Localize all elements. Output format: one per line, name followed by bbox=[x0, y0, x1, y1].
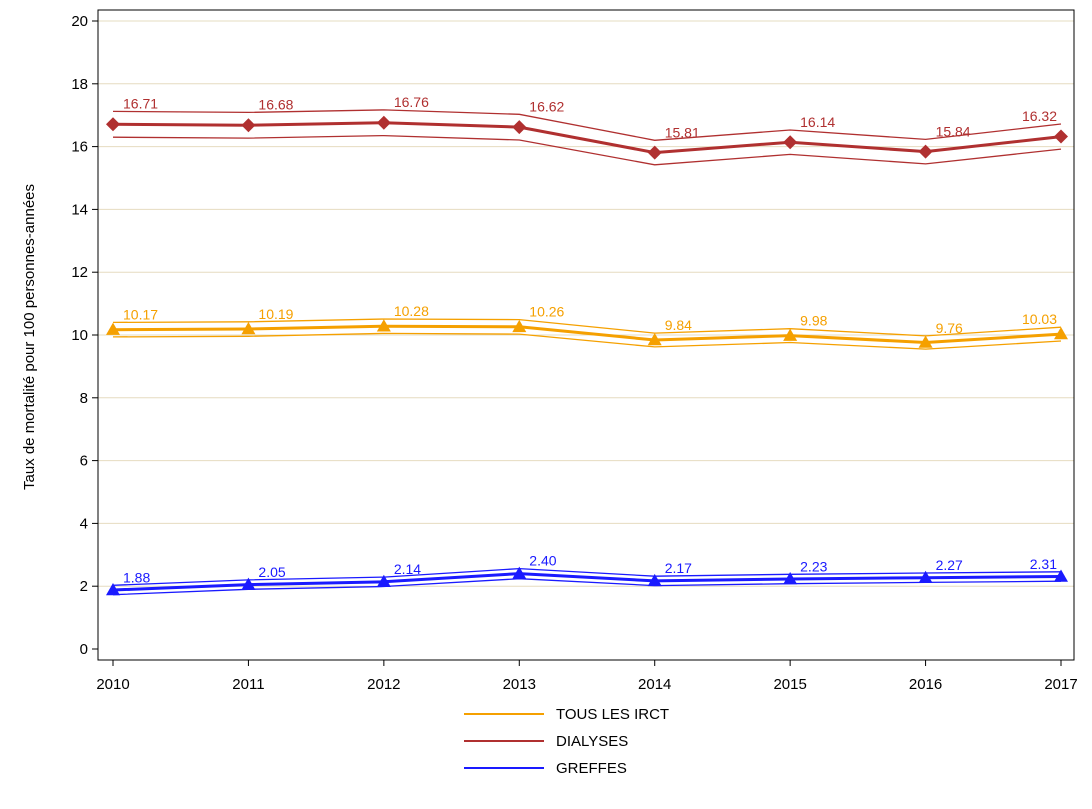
legend-label: GREFFES bbox=[556, 760, 627, 777]
y-tick-label: 16 bbox=[71, 139, 88, 156]
y-tick-label: 20 bbox=[71, 13, 88, 30]
data-point bbox=[376, 319, 391, 332]
x-tick-label: 2014 bbox=[638, 676, 671, 693]
x-tick-label: 2013 bbox=[503, 676, 536, 693]
data-label: 16.32 bbox=[1022, 108, 1057, 124]
y-tick-label: 6 bbox=[80, 453, 88, 470]
data-label: 2.05 bbox=[258, 564, 285, 580]
legend-entry: TOUS LES IRCT bbox=[464, 706, 669, 723]
data-point bbox=[783, 328, 798, 341]
ci-upper-line bbox=[112, 567, 1062, 586]
x-tick-label: 2011 bbox=[232, 676, 264, 693]
data-point bbox=[783, 571, 798, 585]
data-point bbox=[106, 582, 120, 596]
series-tous-les-irct bbox=[106, 318, 1068, 350]
data-label: 16.76 bbox=[394, 94, 429, 110]
ci-upper-line bbox=[112, 109, 1062, 141]
data-label: 10.03 bbox=[1022, 311, 1057, 327]
data-label: 10.26 bbox=[529, 304, 564, 320]
y-tick-label: 12 bbox=[71, 264, 88, 281]
data-point bbox=[241, 322, 256, 335]
data-point bbox=[512, 120, 527, 135]
data-labels: 10.17 10.19 10.28 10.26 9.84 9.98 9.76 10.03 16.… bbox=[123, 94, 1057, 585]
data-label: 10.17 bbox=[123, 306, 158, 322]
data-label: 15.84 bbox=[936, 123, 971, 139]
series-layer bbox=[106, 109, 1068, 596]
data-point bbox=[1054, 327, 1068, 340]
data-point bbox=[241, 118, 256, 133]
ci-upper-line bbox=[112, 318, 1062, 337]
grid-lines bbox=[98, 20, 1074, 587]
data-label: 9.76 bbox=[936, 320, 963, 336]
y-tick-label: 2 bbox=[80, 578, 88, 595]
data-label: 1.88 bbox=[123, 569, 150, 585]
x-tick-label: 2017 bbox=[1044, 676, 1077, 693]
data-label: 2.40 bbox=[529, 553, 556, 569]
data-point bbox=[376, 115, 391, 130]
data-point bbox=[106, 117, 120, 132]
ci-lower-line bbox=[112, 578, 1062, 596]
y-tick-label: 10 bbox=[71, 327, 88, 344]
legend-label: TOUS LES IRCT bbox=[556, 706, 669, 723]
ci-lower-line bbox=[112, 332, 1062, 350]
data-point bbox=[512, 319, 527, 333]
data-point bbox=[1054, 569, 1068, 582]
data-point bbox=[647, 573, 662, 587]
x-tick-label: 2012 bbox=[367, 676, 400, 693]
data-point bbox=[783, 135, 798, 150]
ci-lower-line bbox=[112, 134, 1062, 166]
data-label: 10.19 bbox=[258, 306, 293, 322]
legend-label: DIALYSES bbox=[556, 733, 628, 750]
data-point bbox=[918, 144, 933, 159]
data-label: 2.17 bbox=[665, 560, 692, 576]
legend-entry: GREFFES bbox=[464, 760, 627, 777]
data-label: 16.62 bbox=[529, 98, 564, 114]
x-tick-label: 2015 bbox=[773, 676, 806, 693]
y-tick-label: 14 bbox=[71, 201, 88, 218]
data-point bbox=[647, 145, 662, 160]
data-point bbox=[512, 566, 527, 579]
data-point bbox=[918, 570, 933, 583]
data-label: 2.23 bbox=[800, 558, 827, 574]
data-label: 16.68 bbox=[258, 96, 293, 112]
data-label: 2.14 bbox=[394, 561, 421, 577]
legend: TOUS LES IRCT DIALYSES GREFFES bbox=[464, 706, 669, 777]
legend-entry: DIALYSES bbox=[464, 733, 628, 750]
y-tick-label: 8 bbox=[80, 390, 88, 407]
axes: 0 2 4 6 8 10 12 14 16 18 20 2010 2011 2012 2013 2014 201… bbox=[71, 9, 1078, 693]
series-dialyses bbox=[106, 109, 1068, 166]
data-label: 2.27 bbox=[936, 557, 963, 573]
data-label: 2.31 bbox=[1030, 556, 1057, 572]
series-line bbox=[112, 121, 1062, 155]
data-point bbox=[106, 322, 120, 335]
series-greffes bbox=[106, 566, 1068, 596]
data-label: 16.14 bbox=[800, 114, 835, 130]
y-axis-title: Taux de mortalité pour 100 personnes-ann… bbox=[21, 184, 38, 490]
data-label: 10.28 bbox=[394, 303, 429, 319]
data-point bbox=[241, 577, 256, 590]
series-line bbox=[112, 324, 1062, 345]
data-point bbox=[376, 574, 391, 588]
data-label: 9.98 bbox=[800, 313, 827, 329]
data-label: 16.71 bbox=[123, 95, 158, 111]
data-label: 9.84 bbox=[665, 317, 692, 333]
x-tick-label: 2016 bbox=[909, 676, 942, 693]
data-point bbox=[647, 333, 662, 346]
y-tick-label: 0 bbox=[80, 641, 88, 658]
y-tick-label: 18 bbox=[71, 76, 88, 93]
data-point bbox=[1054, 129, 1068, 144]
x-tick-label: 2010 bbox=[96, 676, 129, 693]
y-tick-label: 4 bbox=[80, 515, 88, 532]
data-point bbox=[918, 335, 933, 348]
data-label: 15.81 bbox=[665, 124, 700, 140]
series-line bbox=[112, 572, 1062, 592]
